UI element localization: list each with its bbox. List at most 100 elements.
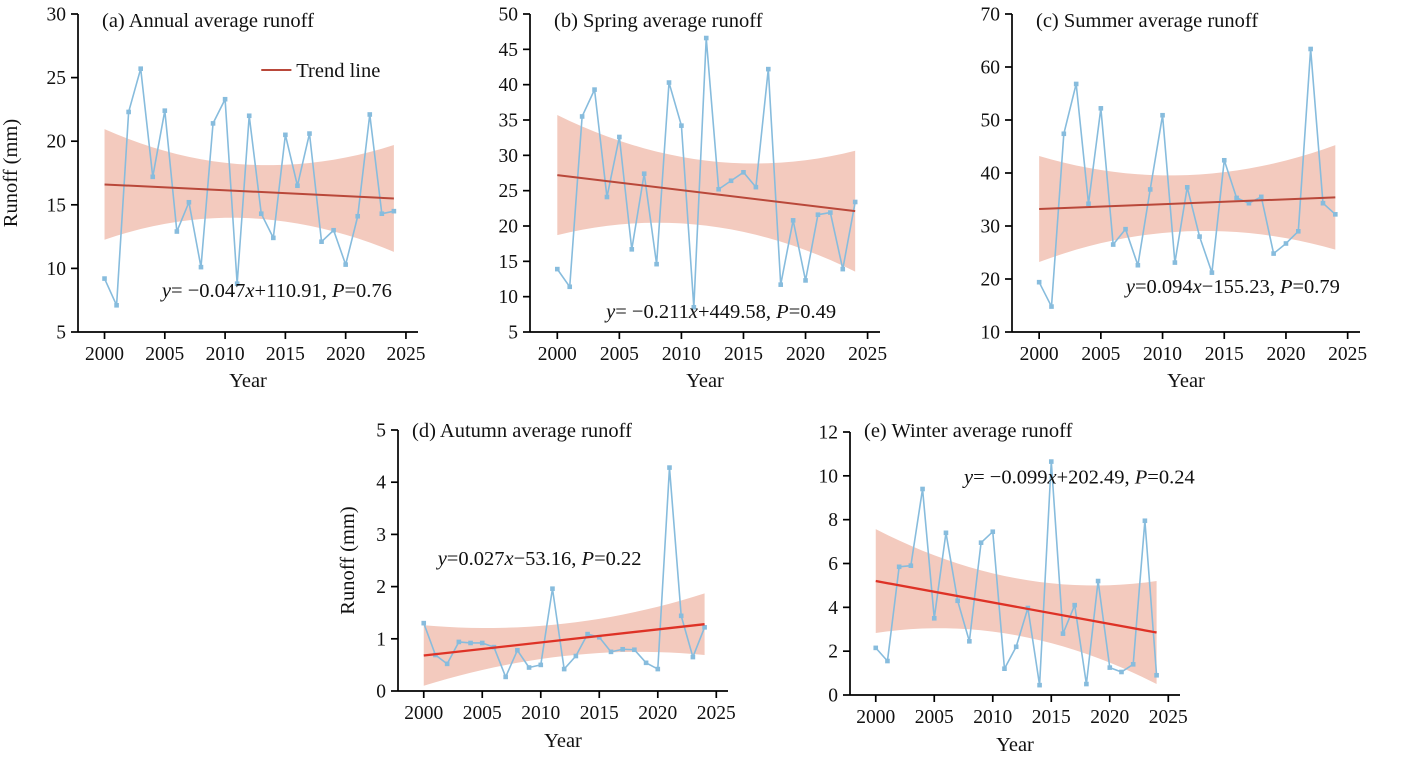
tick-labels: 10 20 30 40 50 60 70 2000 2005 2010 2015 2020 2025 xyxy=(981,5,1368,366)
data-point-marker xyxy=(271,235,276,241)
data-point-marker xyxy=(703,35,709,41)
data-point-marker xyxy=(852,199,858,205)
x-tick-label: 2005 xyxy=(145,344,184,365)
data-point-marker xyxy=(1184,185,1190,190)
data-point-marker xyxy=(667,465,672,470)
data-point-marker xyxy=(978,540,984,545)
data-point-marker xyxy=(126,109,131,115)
x-tick-label: 2010 xyxy=(521,703,560,724)
y-tick-label: 30 xyxy=(981,217,1001,238)
data-point-marker xyxy=(1320,200,1326,206)
axes xyxy=(391,429,728,698)
data-point-marker xyxy=(728,178,734,184)
y-tick-label: 50 xyxy=(499,5,519,26)
data-point-marker xyxy=(174,229,180,234)
x-tick-label: 2015 xyxy=(266,344,305,365)
data-point-marker xyxy=(1084,681,1089,687)
data-point-marker xyxy=(592,87,597,92)
data-point-marker xyxy=(1308,46,1313,52)
data-point-marker xyxy=(604,194,610,200)
data-point-marker xyxy=(608,649,614,655)
y-tick-label: 15 xyxy=(47,195,67,216)
data-point-marker xyxy=(1246,200,1252,206)
data-point-marker xyxy=(596,634,602,640)
data-point-marker xyxy=(468,640,473,646)
data-point-marker xyxy=(515,647,520,653)
data-point-marker xyxy=(456,639,462,645)
y-tick-label: 2 xyxy=(828,642,838,663)
data-point-marker xyxy=(331,227,336,233)
data-point-marker xyxy=(526,665,532,670)
x-tick-label: 2010 xyxy=(206,344,245,365)
data-point-marker xyxy=(1072,602,1077,608)
y-tick-label: 10 xyxy=(47,259,67,280)
x-axis-label: Year xyxy=(1167,370,1205,392)
y-tick-label: 5 xyxy=(508,323,518,344)
data-point-marker xyxy=(765,66,771,72)
x-tick-label: 2015 xyxy=(1032,707,1071,728)
panel-title: (a) Annual average runoff xyxy=(102,10,314,32)
data-point-marker xyxy=(234,281,240,286)
x-axis-label: Year xyxy=(229,370,267,392)
data-point-marker xyxy=(1234,195,1239,201)
data-point-marker xyxy=(873,645,879,651)
y-axis-label: Runoff (mm) xyxy=(0,119,22,227)
trend-line xyxy=(104,183,394,200)
data-markers xyxy=(102,66,397,308)
data-point-marker xyxy=(908,563,914,568)
legend-label: Trend line xyxy=(296,60,380,82)
data-point-marker xyxy=(258,211,264,217)
data-point-marker xyxy=(967,639,972,644)
data-point-marker xyxy=(617,134,622,140)
data-point-marker xyxy=(828,210,833,215)
x-tick-label: 2025 xyxy=(1328,344,1367,365)
data-point-marker xyxy=(1197,234,1202,239)
data-point-marker xyxy=(1333,212,1338,217)
data-point-marker xyxy=(555,266,560,272)
y-tick-label: 0 xyxy=(828,686,838,707)
data-point-marker xyxy=(643,660,649,666)
data-point-marker xyxy=(1110,242,1116,247)
regression-equation: y=0.094x−155.23, P=0.79 xyxy=(1124,276,1340,298)
data-point-marker xyxy=(741,169,746,175)
panel-c-summer-runoff-chart: 10 20 30 40 50 60 70 2000 2005 2010 2015 2020 2025 (c… xyxy=(981,5,1368,393)
y-tick-label: 30 xyxy=(499,146,519,167)
data-point-marker xyxy=(585,631,590,637)
y-tick-label: 25 xyxy=(499,181,519,202)
x-tick-label: 2020 xyxy=(1090,707,1129,728)
data-point-marker xyxy=(654,261,659,267)
y-tick-label: 4 xyxy=(376,473,386,494)
data-point-marker xyxy=(114,302,119,308)
x-tick-label: 2005 xyxy=(915,707,954,728)
data-point-marker xyxy=(246,113,252,119)
data-point-marker xyxy=(1098,106,1104,111)
y-tick-label: 20 xyxy=(47,132,67,153)
axes xyxy=(71,13,418,339)
legend: Trend line xyxy=(261,60,380,82)
data-point-marker xyxy=(538,662,544,668)
x-tick-label: 2005 xyxy=(600,344,639,365)
y-tick-label: 5 xyxy=(376,421,386,442)
data-point-marker xyxy=(931,615,937,621)
data-point-marker xyxy=(573,653,579,659)
data-point-marker xyxy=(620,646,625,652)
x-tick-label: 2025 xyxy=(386,344,425,365)
y-tick-label: 15 xyxy=(499,252,519,273)
data-point-marker xyxy=(1013,644,1019,650)
x-tick-label: 2020 xyxy=(638,703,677,724)
data-point-marker xyxy=(702,625,707,630)
data-point-marker xyxy=(1061,131,1067,137)
data-point-marker xyxy=(632,647,637,653)
axes xyxy=(523,13,880,339)
y-axis-label: Runoff (mm) xyxy=(337,506,359,614)
y-tick-label: 50 xyxy=(981,111,1001,132)
y-tick-label: 0 xyxy=(376,682,386,703)
x-tick-label: 2005 xyxy=(463,703,502,724)
x-tick-label: 2015 xyxy=(724,344,763,365)
data-point-marker xyxy=(479,640,485,646)
axes xyxy=(1005,13,1360,339)
panel-title: (c) Summer average runoff xyxy=(1036,10,1258,32)
regression-equation: y= −0.099x+202.49, P=0.24 xyxy=(962,467,1195,489)
tick-labels: 0 1 2 3 4 5 2000 2005 2010 2015 2020 2025 xyxy=(376,421,736,725)
